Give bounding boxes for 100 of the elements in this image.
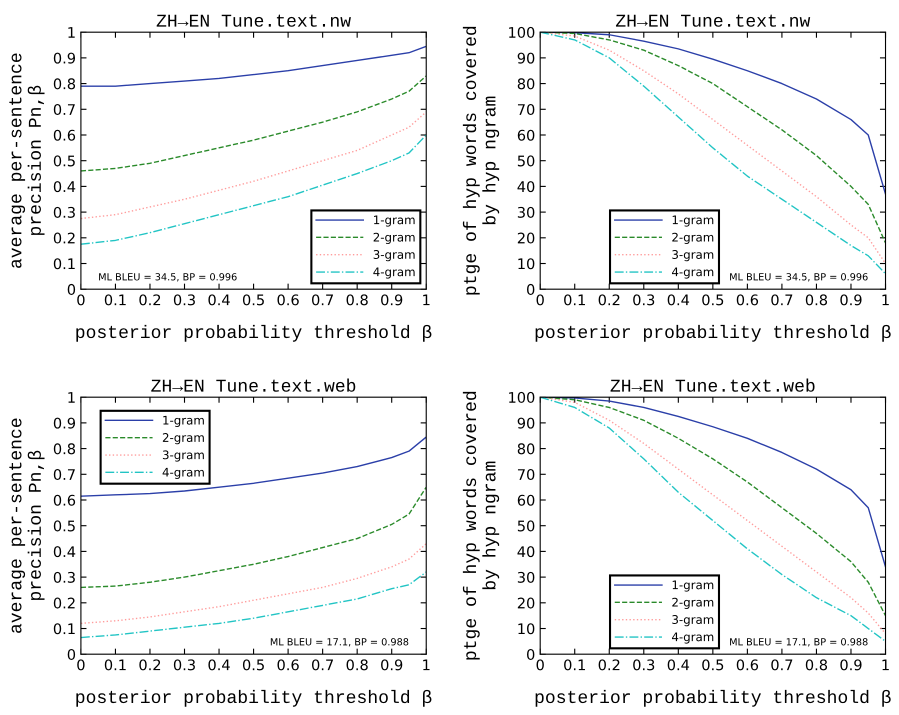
y-tick-label: 0 <box>527 648 534 660</box>
line-series <box>80 134 426 245</box>
x-tick-label: 0.8 <box>346 659 368 670</box>
y-tick-label: 70 <box>518 469 534 480</box>
y-tick-label: 0.3 <box>54 572 75 583</box>
line-series <box>80 543 426 624</box>
x-tick-label: 0.4 <box>668 659 690 670</box>
y-tick-label: 0 <box>527 284 534 295</box>
y-tick-label: 0.4 <box>54 546 76 558</box>
x-axis-title: posterior probability threshold β <box>76 324 432 342</box>
y-tick-label: 0.8 <box>54 443 76 454</box>
x-tick-label: 0.4 <box>208 659 230 670</box>
y-tick-label: 0.1 <box>54 623 75 634</box>
chart-title: ZH→EN Tune.text.nw <box>156 14 351 27</box>
x-axis-title: posterior probability threshold β <box>536 324 891 342</box>
x-tick-label: 0.9 <box>840 659 862 670</box>
y-tick-label: 70 <box>518 104 534 116</box>
legend-label: 2-gram <box>672 232 714 244</box>
y-tick-label: 50 <box>518 520 534 532</box>
x-tick-label: 0.4 <box>208 294 230 306</box>
x-tick-label: 0.2 <box>139 659 160 670</box>
chart-title: ZH→EN Tune.text.web <box>151 378 356 392</box>
y-tick-label: 0.2 <box>54 232 75 244</box>
y-tick-label: 0.5 <box>54 520 75 532</box>
x-tick-label: 0.9 <box>381 659 402 670</box>
y-tick-label: 0.9 <box>54 418 76 429</box>
y-tick-label: 60 <box>518 494 534 506</box>
x-tick-label: 0.2 <box>598 294 620 306</box>
x-tick-label: 0.7 <box>771 659 792 670</box>
y-tick-label: 0.7 <box>54 469 75 480</box>
y-tick-label: 1 <box>68 392 75 403</box>
x-tick-label: 0.4 <box>668 294 690 306</box>
y-tick-label: 10 <box>518 623 534 634</box>
y-tick-label: 0.3 <box>54 206 75 218</box>
x-tick-label: 0 <box>77 294 85 306</box>
y-tick-label: 10 <box>518 258 534 270</box>
y-tick-label: 0.4 <box>54 181 76 192</box>
y-tick-label: 100 <box>509 392 534 403</box>
x-tick-label: 0.5 <box>702 294 724 306</box>
annotation: ML BLEU = 34.5, BP = 0.996 <box>730 273 868 282</box>
x-tick-label: 0.2 <box>598 659 620 670</box>
x-tick-label: 0.8 <box>346 294 368 306</box>
x-tick-label: 0.1 <box>564 294 585 306</box>
y-tick-label: 0.6 <box>54 494 76 506</box>
y-tick-label: 90 <box>518 52 534 64</box>
legend-label: 2-gram <box>672 598 714 609</box>
y-tick-label: 60 <box>518 130 534 141</box>
x-tick-label: 0 <box>77 659 85 670</box>
y-tick-label: 0.2 <box>54 598 75 609</box>
x-tick-label: 0.1 <box>104 659 126 670</box>
line-series <box>80 75 426 172</box>
legend-label: 1-gram <box>374 216 415 227</box>
y-tick-label: 100 <box>509 26 534 38</box>
x-tick-label: 0.1 <box>104 294 126 306</box>
y-axis-title: ptge of hyp words covered by hyp ngram <box>462 392 500 660</box>
y-tick-label: 0.9 <box>54 52 76 64</box>
x-tick-label: 0.7 <box>312 294 333 306</box>
annotation: ML BLEU = 17.1, BP = 0.988 <box>270 638 408 646</box>
x-tick-label: 0.8 <box>806 294 828 306</box>
y-tick-label: 30 <box>518 572 534 583</box>
y-tick-label: 50 <box>518 155 534 166</box>
y-axis-title: average per-sentence precision Pn,β <box>9 54 45 268</box>
x-tick-label: 0.5 <box>702 659 724 670</box>
chart-title: ZH→EN Tune.text.nw <box>616 14 810 27</box>
x-tick-label: 0.7 <box>312 659 333 670</box>
x-tick-label: 1 <box>423 294 430 306</box>
annotation: ML BLEU = 34.5, BP = 0.996 <box>99 273 237 282</box>
x-tick-label: 0.3 <box>174 659 195 670</box>
y-tick-label: 40 <box>517 546 534 558</box>
x-tick-label: 0.9 <box>381 294 402 306</box>
y-tick-label: 80 <box>518 78 534 90</box>
x-axis-title: posterior probability threshold β <box>76 690 432 707</box>
x-tick-label: 1 <box>882 294 889 306</box>
legend-label: 4-gram <box>373 268 415 279</box>
x-tick-label: 0.3 <box>633 294 654 306</box>
x-tick-label: 0.1 <box>564 659 585 670</box>
legend-label: 1-gram <box>672 216 714 227</box>
x-tick-label: 0.9 <box>840 294 862 306</box>
x-tick-label: 0.2 <box>139 294 160 306</box>
y-tick-label: 0.7 <box>54 104 75 116</box>
x-tick-label: 0.5 <box>242 294 264 306</box>
x-tick-label: 0.3 <box>174 294 195 306</box>
legend-label: 3-gram <box>162 450 204 462</box>
y-tick-label: 1 <box>68 27 75 38</box>
legend-label: 4-gram <box>672 268 714 279</box>
legend-label: 4-gram <box>162 468 204 479</box>
y-tick-label: 80 <box>518 443 534 454</box>
x-tick-label: 0 <box>536 659 544 670</box>
chart-title: ZH→EN Tune.text.web <box>610 378 815 392</box>
y-tick-label: 0.6 <box>54 130 76 141</box>
x-tick-label: 0.6 <box>736 294 758 306</box>
legend-label: 3-gram <box>672 250 714 262</box>
legend-label: 1-gram <box>163 416 204 427</box>
x-tick-label: 0.7 <box>771 294 792 306</box>
y-tick-label: 20 <box>518 232 534 244</box>
y-tick-label: 0.5 <box>54 155 75 166</box>
legend-label: 2-gram <box>162 433 204 444</box>
legend-label: 1-gram <box>672 580 714 592</box>
legend-label: 3-gram <box>374 250 415 262</box>
legend-label: 2-gram <box>374 232 415 244</box>
